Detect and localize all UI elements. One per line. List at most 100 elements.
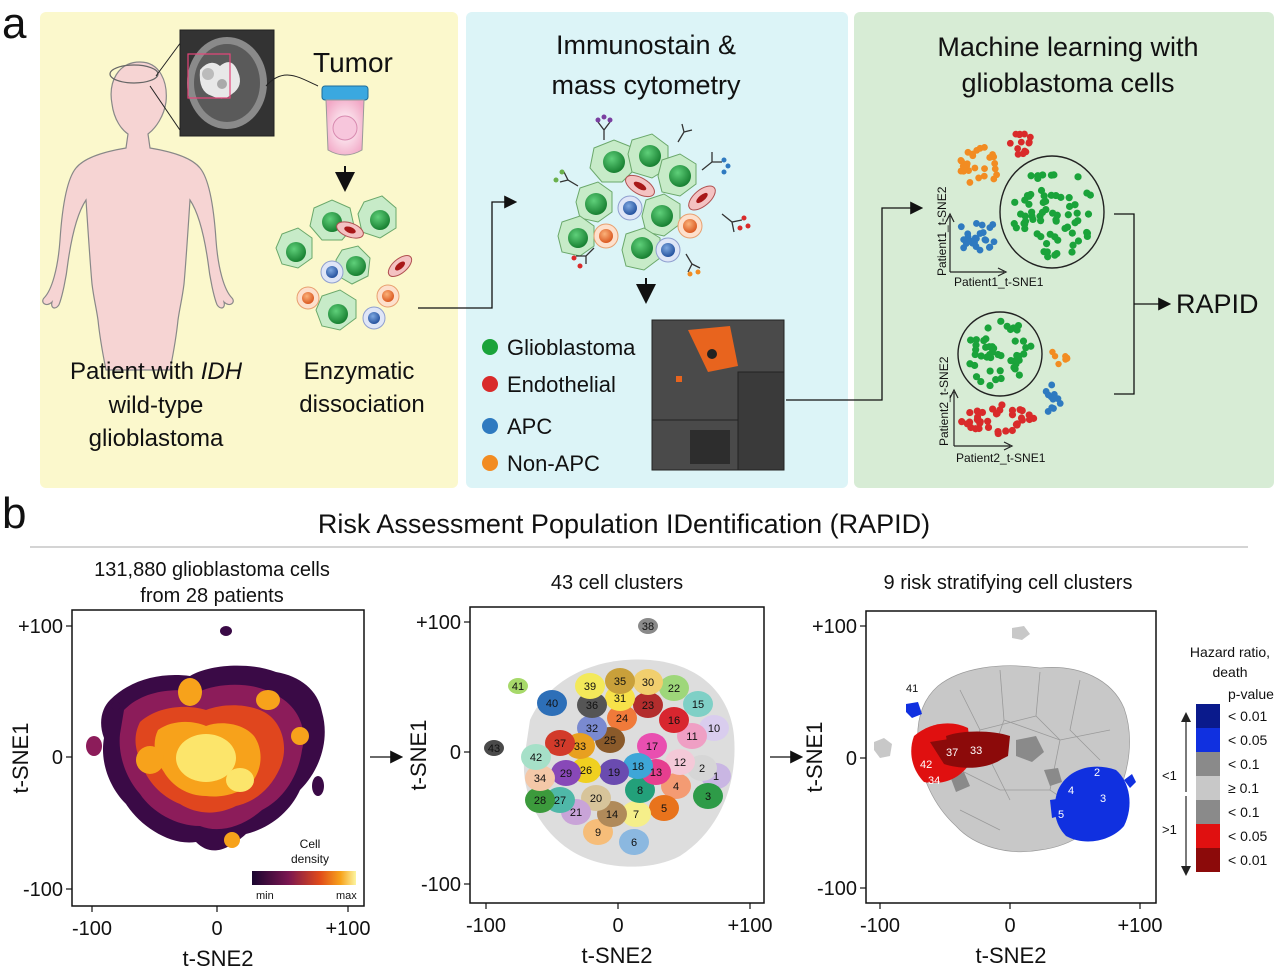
tsne-dot — [1019, 337, 1028, 345]
apc-cell-icon — [617, 195, 643, 221]
axes-text: -100 0 +100 +100 0 -100 t-SNE2 t-SNE1 -100 0 +100 +… — [8, 612, 1163, 971]
hazard-row-label: < 0.01 — [1228, 708, 1268, 724]
tsne-dot — [966, 408, 974, 417]
tsne-dot — [957, 157, 965, 164]
legend-label-glioblastoma: Glioblastoma — [507, 335, 636, 360]
cluster-41 — [508, 678, 528, 694]
legend-label-apc: APC — [507, 414, 552, 439]
cluster-38 — [638, 618, 658, 634]
x-tick-label: +100 — [1117, 915, 1162, 937]
tsne-dot — [1047, 171, 1056, 179]
cluster-16 — [659, 707, 689, 733]
hazard-swatch — [1196, 728, 1220, 752]
specimen-jar-icon — [321, 85, 369, 156]
cluster-label-12: 12 — [674, 757, 686, 769]
tsne-dot — [966, 179, 974, 186]
tsne-dot — [1028, 212, 1036, 220]
tsne-dot — [1021, 217, 1030, 225]
density-max-label: max — [336, 890, 357, 902]
p1-ylabel: Patient1_t-SNE2 — [935, 186, 949, 276]
panel-a-label: a — [2, 0, 27, 48]
cluster-19 — [599, 759, 629, 785]
tsne-dot — [972, 336, 980, 344]
apc-cell-icon — [362, 306, 386, 330]
hazard-row-label: < 0.1 — [1228, 804, 1260, 820]
rapid-label: RAPID — [1176, 289, 1259, 319]
patient-caption: Patient with IDH — [70, 358, 243, 385]
tsne-dot — [1013, 420, 1021, 428]
cluster-label-25: 25 — [604, 735, 616, 747]
cluster-label-14: 14 — [606, 809, 618, 821]
immunostain-title-line2: mass cytometry — [551, 70, 741, 100]
tsne-dot — [990, 175, 998, 183]
hazard-gt1-label: >1 — [1162, 822, 1177, 837]
cluster-label-33: 33 — [574, 741, 586, 753]
tsne-dot — [1044, 253, 1052, 261]
cluster-label-6: 6 — [631, 837, 637, 849]
cluster-35 — [605, 668, 635, 694]
cluster-4 — [661, 773, 691, 799]
x-tick-label: +100 — [727, 915, 772, 937]
cluster-label-26: 26 — [580, 765, 592, 777]
risk-label-4: 4 — [1068, 785, 1074, 797]
cluster-label-31: 31 — [614, 693, 626, 705]
hazard-lt1-label: <1 — [1162, 768, 1177, 783]
cluster-12 — [665, 749, 695, 775]
tsne-dot — [994, 427, 1002, 436]
cluster-label-34: 34 — [534, 773, 546, 785]
tsne-dot — [977, 352, 985, 360]
tsne-dot — [984, 423, 993, 432]
tsne-dot — [963, 162, 971, 170]
hazard-swatch — [1196, 848, 1220, 872]
cluster-label-35: 35 — [614, 676, 626, 688]
cluster-39 — [575, 673, 605, 699]
cluster-label-17: 17 — [646, 741, 658, 753]
tsne-dot — [1039, 171, 1047, 179]
cluster-label-2: 2 — [699, 763, 705, 775]
y-tick-label: +100 — [18, 616, 63, 638]
tsne-dot — [985, 244, 993, 251]
tsne-dot — [1037, 186, 1046, 195]
hazard-row-label: ≥ 0.1 — [1228, 780, 1259, 796]
tsne-dot — [1084, 210, 1093, 218]
tsne-dot — [1014, 145, 1022, 152]
tsne-dot — [978, 408, 987, 417]
x-axis-label: t-SNE2 — [976, 943, 1047, 968]
tsne-dot — [997, 352, 1005, 360]
y-tick-label: -100 — [23, 879, 63, 901]
x-tick-label: -100 — [860, 915, 900, 937]
cluster-label-21: 21 — [570, 807, 582, 819]
cluster-label-36: 36 — [586, 700, 598, 712]
tsne-dot — [1065, 202, 1074, 211]
plot1-title-line2: from 28 patients — [140, 585, 283, 607]
cluster-22 — [659, 675, 689, 701]
cluster-label-30: 30 — [642, 677, 654, 689]
risk-label-34: 34 — [928, 775, 940, 787]
cluster-29 — [551, 760, 581, 786]
patient-caption-line3: glioblastoma — [89, 425, 224, 452]
hazard-pvalue-label: p-value — [1228, 686, 1274, 702]
tsne-dot — [957, 223, 965, 231]
cluster-24 — [607, 705, 637, 731]
tsne-dot — [1068, 229, 1076, 237]
glioblastoma-cell-icon — [315, 289, 357, 331]
hazard-swatch — [1196, 752, 1220, 776]
tsne-dot — [989, 221, 997, 228]
hazard-row-label: < 0.05 — [1228, 828, 1268, 844]
legend-swatch-glioblastoma — [482, 339, 498, 355]
panel-b-label: b — [2, 489, 26, 538]
hazard-legend: Hazard ratio, death p-value <1 >1 < 0.01… — [1162, 644, 1274, 876]
cluster-label-8: 8 — [637, 785, 643, 797]
density-min-label: min — [256, 890, 274, 902]
endothelial-cell-icon — [688, 185, 716, 211]
cluster-20 — [581, 785, 611, 811]
cluster-label-42: 42 — [530, 752, 542, 764]
tsne-dot — [1053, 249, 1061, 258]
tsne-dot — [978, 221, 986, 229]
tsne-dot — [1012, 356, 1020, 364]
y-axis-label: t-SNE1 — [8, 723, 33, 794]
p2-xlabel: Patient2_t-SNE1 — [956, 451, 1046, 465]
cluster-label-37: 37 — [554, 738, 566, 750]
tsne-dot — [1011, 337, 1019, 345]
tsne-dot — [958, 418, 966, 426]
